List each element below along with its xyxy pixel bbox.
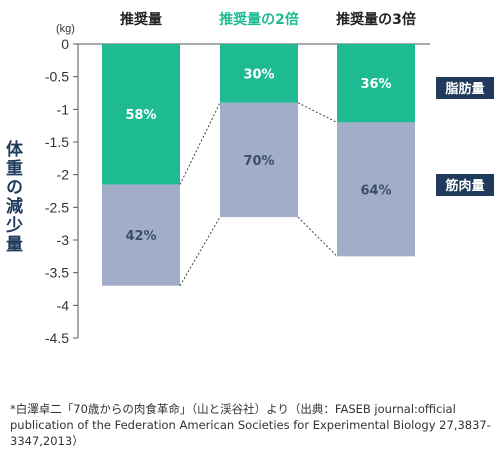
connector-bottom xyxy=(179,216,221,286)
y-tick-label: -4.5 xyxy=(45,330,69,346)
connector-bottom xyxy=(297,216,338,257)
bar-muscle xyxy=(102,184,180,286)
y-tick-label: -4 xyxy=(57,297,70,313)
y-tick-label: -1.5 xyxy=(45,134,69,150)
category-label: 推奨量の3倍 xyxy=(336,11,416,28)
bars xyxy=(102,44,415,286)
bar-muscle xyxy=(220,102,298,218)
y-tick-label: 0 xyxy=(61,36,69,52)
y-tick-label: -2 xyxy=(57,167,70,183)
unit-label: (kg) xyxy=(56,23,75,35)
connector-top xyxy=(297,102,338,123)
y-axis-label: 体重の減少量 xyxy=(2,139,24,254)
y-tick-label: -3.5 xyxy=(45,265,69,281)
muscle-percent-label: 42% xyxy=(125,229,156,244)
legend-box xyxy=(436,77,494,99)
bar-fat xyxy=(220,44,298,103)
stacked-bar-chart: 0-0.5-1-1.5-2-2.5-3-3.5-4-4.5(kg)体重の減少量 … xyxy=(2,11,494,346)
bar-fat xyxy=(102,44,180,185)
data-labels: 58% 42% 30% 70% 36% 64% xyxy=(125,67,391,244)
bar-muscle xyxy=(337,122,415,257)
legend-box xyxy=(436,174,494,196)
legend-label: 筋肉量 xyxy=(444,178,484,194)
connector-lines xyxy=(179,102,338,286)
legend-label: 脂肪量 xyxy=(444,81,484,97)
muscle-percent-label: 64% xyxy=(360,183,391,198)
y-tick-label: -0.5 xyxy=(45,69,69,85)
fat-percent-label: 36% xyxy=(360,77,391,92)
category-label: 推奨量 xyxy=(120,11,162,28)
source-footnote: *白澤卓二「70歳からの肉食革命」（山と渓谷社）より（出典：FASEB jour… xyxy=(10,402,491,448)
category-label: 推奨量の2倍 xyxy=(219,11,299,28)
y-axis: 0 -0.5 -1 -1.5 -2 -2.5 -3 -3.5 -4 -4.5 (kg) 体重の減少量 xyxy=(2,23,430,346)
bar-fat xyxy=(337,44,415,123)
category-labels: 推奨量 推奨量の2倍 推奨量の3倍 xyxy=(120,11,416,28)
fat-percent-label: 58% xyxy=(125,108,156,123)
y-tick-label: -1 xyxy=(57,101,70,117)
legend-item-muscle: 筋肉量 xyxy=(436,174,494,196)
y-tick-label: -3 xyxy=(57,232,70,248)
y-tick-label: -2.5 xyxy=(45,199,69,215)
connector-top xyxy=(179,102,221,185)
fat-percent-label: 30% xyxy=(243,67,274,82)
legend-item-fat: 脂肪量 xyxy=(436,77,494,99)
muscle-percent-label: 70% xyxy=(243,154,274,169)
